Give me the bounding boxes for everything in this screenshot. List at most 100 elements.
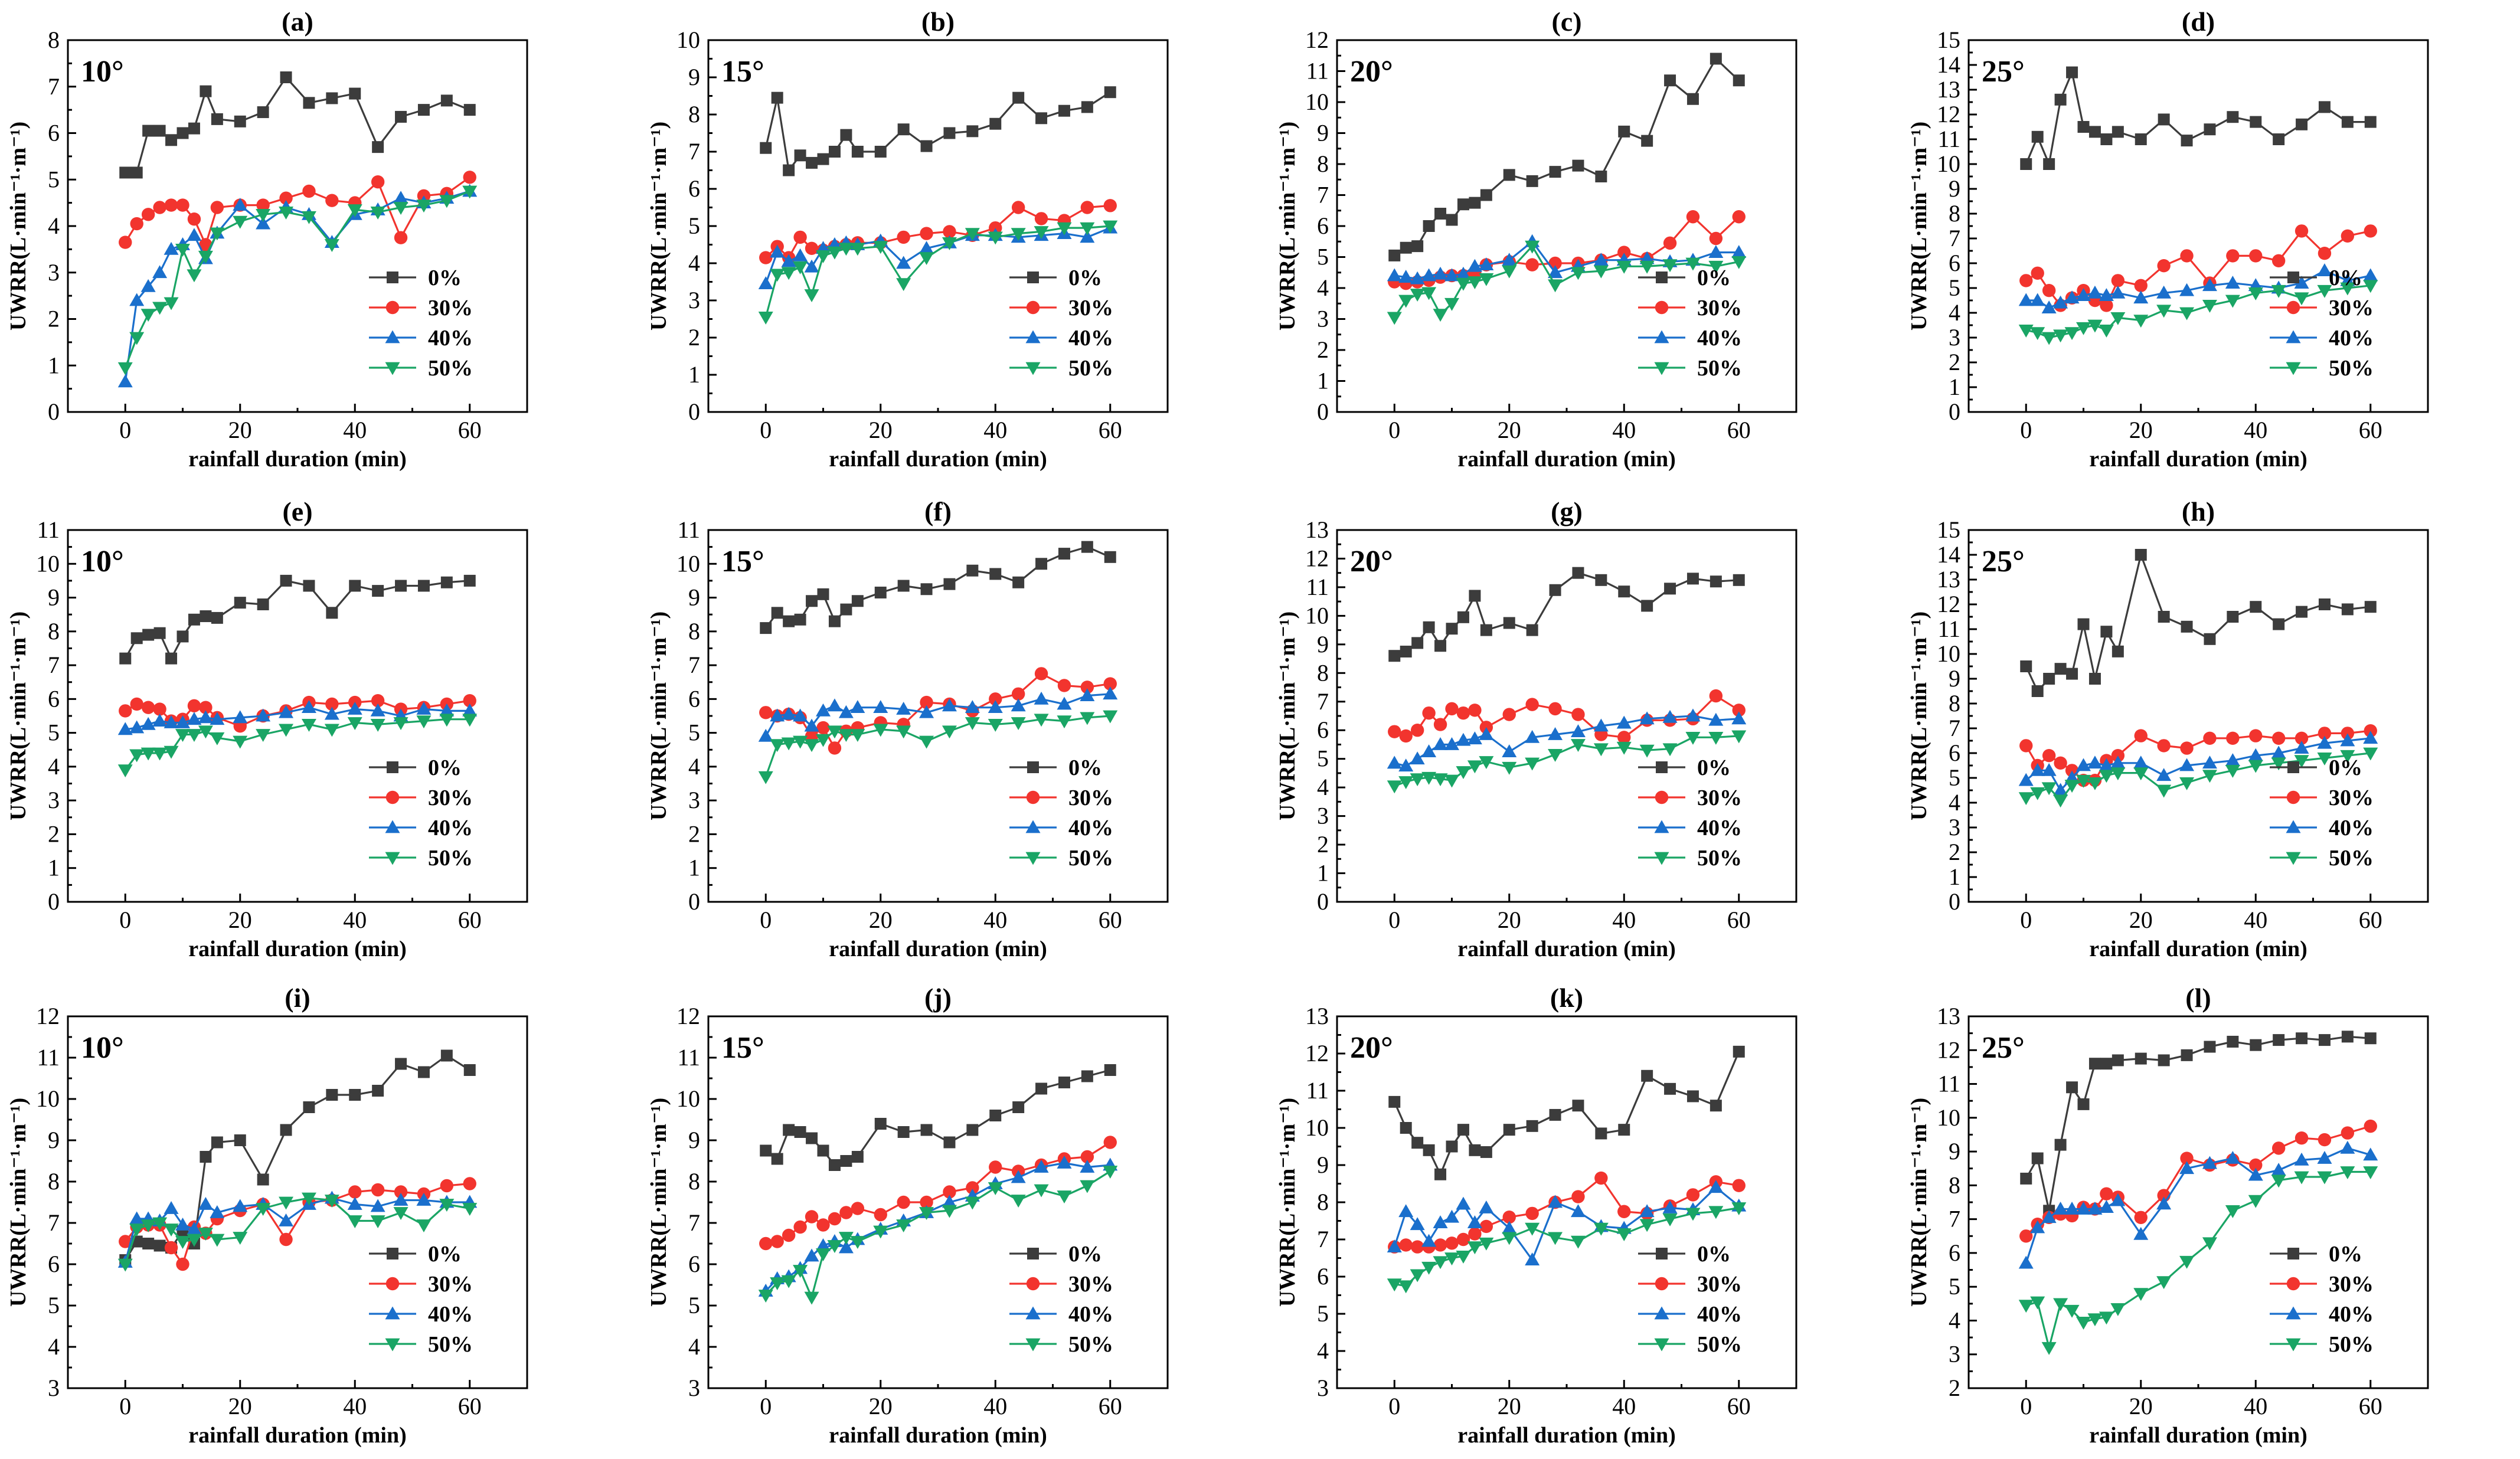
data-point — [920, 1124, 933, 1136]
data-point — [1686, 573, 1699, 585]
data-point — [1731, 1202, 1747, 1215]
data-point — [1525, 757, 1540, 771]
data-point — [257, 106, 269, 119]
y-tick-label: 10 — [676, 27, 700, 53]
data-point — [919, 735, 934, 749]
data-point — [1526, 175, 1538, 187]
x-tick-label: 60 — [1099, 907, 1122, 933]
data-point — [2088, 126, 2101, 138]
data-point — [279, 705, 294, 718]
data-point — [1410, 1269, 1425, 1283]
data-point — [1456, 277, 1471, 291]
data-point — [816, 703, 831, 717]
data-point — [234, 597, 246, 609]
data-point — [1662, 259, 1678, 273]
data-point — [2202, 1156, 2217, 1169]
data-point — [140, 279, 156, 292]
data-point — [1080, 201, 1094, 214]
y-tick-label: 9 — [48, 1127, 60, 1153]
data-point — [1616, 260, 1632, 274]
data-point — [1456, 732, 1471, 746]
data-point — [1572, 1100, 1584, 1112]
data-point — [851, 146, 864, 158]
data-point — [2250, 116, 2262, 128]
data-point — [1616, 741, 1632, 755]
data-point — [164, 198, 178, 212]
data-point — [2271, 1141, 2286, 1155]
data-point — [1433, 718, 1447, 731]
data-point — [2248, 1167, 2263, 1181]
slope-angle-label: 25° — [1982, 55, 2025, 89]
x-tick-label: 40 — [2244, 417, 2267, 443]
data-point — [177, 127, 189, 139]
data-point — [1468, 704, 1482, 717]
legend-marker — [1654, 820, 1669, 833]
legend-marker — [1026, 790, 1040, 804]
data-point — [1595, 171, 1607, 182]
data-point — [370, 1215, 385, 1228]
data-point — [783, 615, 795, 627]
data-point — [2225, 295, 2240, 308]
x-tick-label: 40 — [343, 417, 367, 443]
y-axis-label: UWRR(L·min⁻¹·m⁻¹) — [6, 611, 31, 820]
data-point — [897, 123, 910, 136]
data-point — [175, 244, 190, 257]
data-point — [965, 700, 980, 714]
data-point — [896, 256, 911, 269]
legend-marker — [2286, 362, 2301, 375]
data-point — [1387, 1239, 1402, 1252]
data-point — [2202, 1237, 2217, 1251]
data-point — [395, 1058, 407, 1070]
data-point — [2018, 293, 2034, 306]
data-point — [1103, 710, 1118, 724]
data-point — [1732, 210, 1746, 224]
data-point — [2294, 1152, 2309, 1166]
y-tick-label: 4 — [48, 1333, 60, 1360]
data-point — [326, 1089, 338, 1101]
data-point — [142, 629, 155, 641]
y-tick-label: 3 — [688, 1375, 700, 1401]
data-point — [805, 241, 819, 255]
legend-label: 50% — [1068, 356, 1113, 381]
data-point — [210, 227, 225, 241]
legend-label: 50% — [1697, 356, 1742, 381]
legend-marker — [387, 1248, 398, 1260]
data-point — [1571, 708, 1585, 721]
data-point — [1502, 708, 1516, 721]
data-point — [1011, 717, 1026, 730]
data-point — [804, 1248, 819, 1262]
y-tick-label: 4 — [1949, 299, 1960, 326]
data-point — [817, 1144, 829, 1157]
data-point — [2134, 729, 2148, 742]
legend-label: 30% — [1697, 786, 1742, 810]
data-point — [1503, 617, 1515, 629]
data-point — [1731, 730, 1747, 744]
chart-panel: (l) 25° 0 20 40 60 2 3 4 5 6 7 8 9 10 11 12 13 rainfall du… — [1907, 983, 2429, 1448]
data-point — [2030, 293, 2045, 306]
data-point — [2111, 749, 2125, 763]
legend-label: 40% — [2329, 816, 2374, 840]
data-point — [1388, 650, 1401, 662]
data-point — [2042, 749, 2056, 763]
data-point — [943, 578, 956, 590]
data-point — [1058, 548, 1070, 560]
data-point — [1011, 1195, 1026, 1208]
data-point — [1525, 258, 1539, 271]
data-point — [463, 1177, 476, 1190]
legend-label: 30% — [428, 786, 473, 810]
data-point — [1593, 265, 1609, 279]
x-tick-label: 20 — [2129, 907, 2153, 933]
data-point — [187, 1222, 202, 1235]
y-tick-label: 11 — [1937, 1071, 1960, 1097]
y-tick-label: 3 — [48, 787, 60, 813]
data-point — [198, 1197, 213, 1210]
legend-marker — [2286, 820, 2301, 833]
data-point — [370, 703, 385, 717]
data-point — [2296, 606, 2308, 618]
legend-label: 0% — [1068, 755, 1102, 780]
x-tick-label: 60 — [1099, 417, 1122, 443]
data-point — [2225, 753, 2240, 766]
data-point — [2053, 1201, 2068, 1215]
legend-marker — [2287, 761, 2299, 773]
legend-label: 50% — [2329, 846, 2374, 871]
